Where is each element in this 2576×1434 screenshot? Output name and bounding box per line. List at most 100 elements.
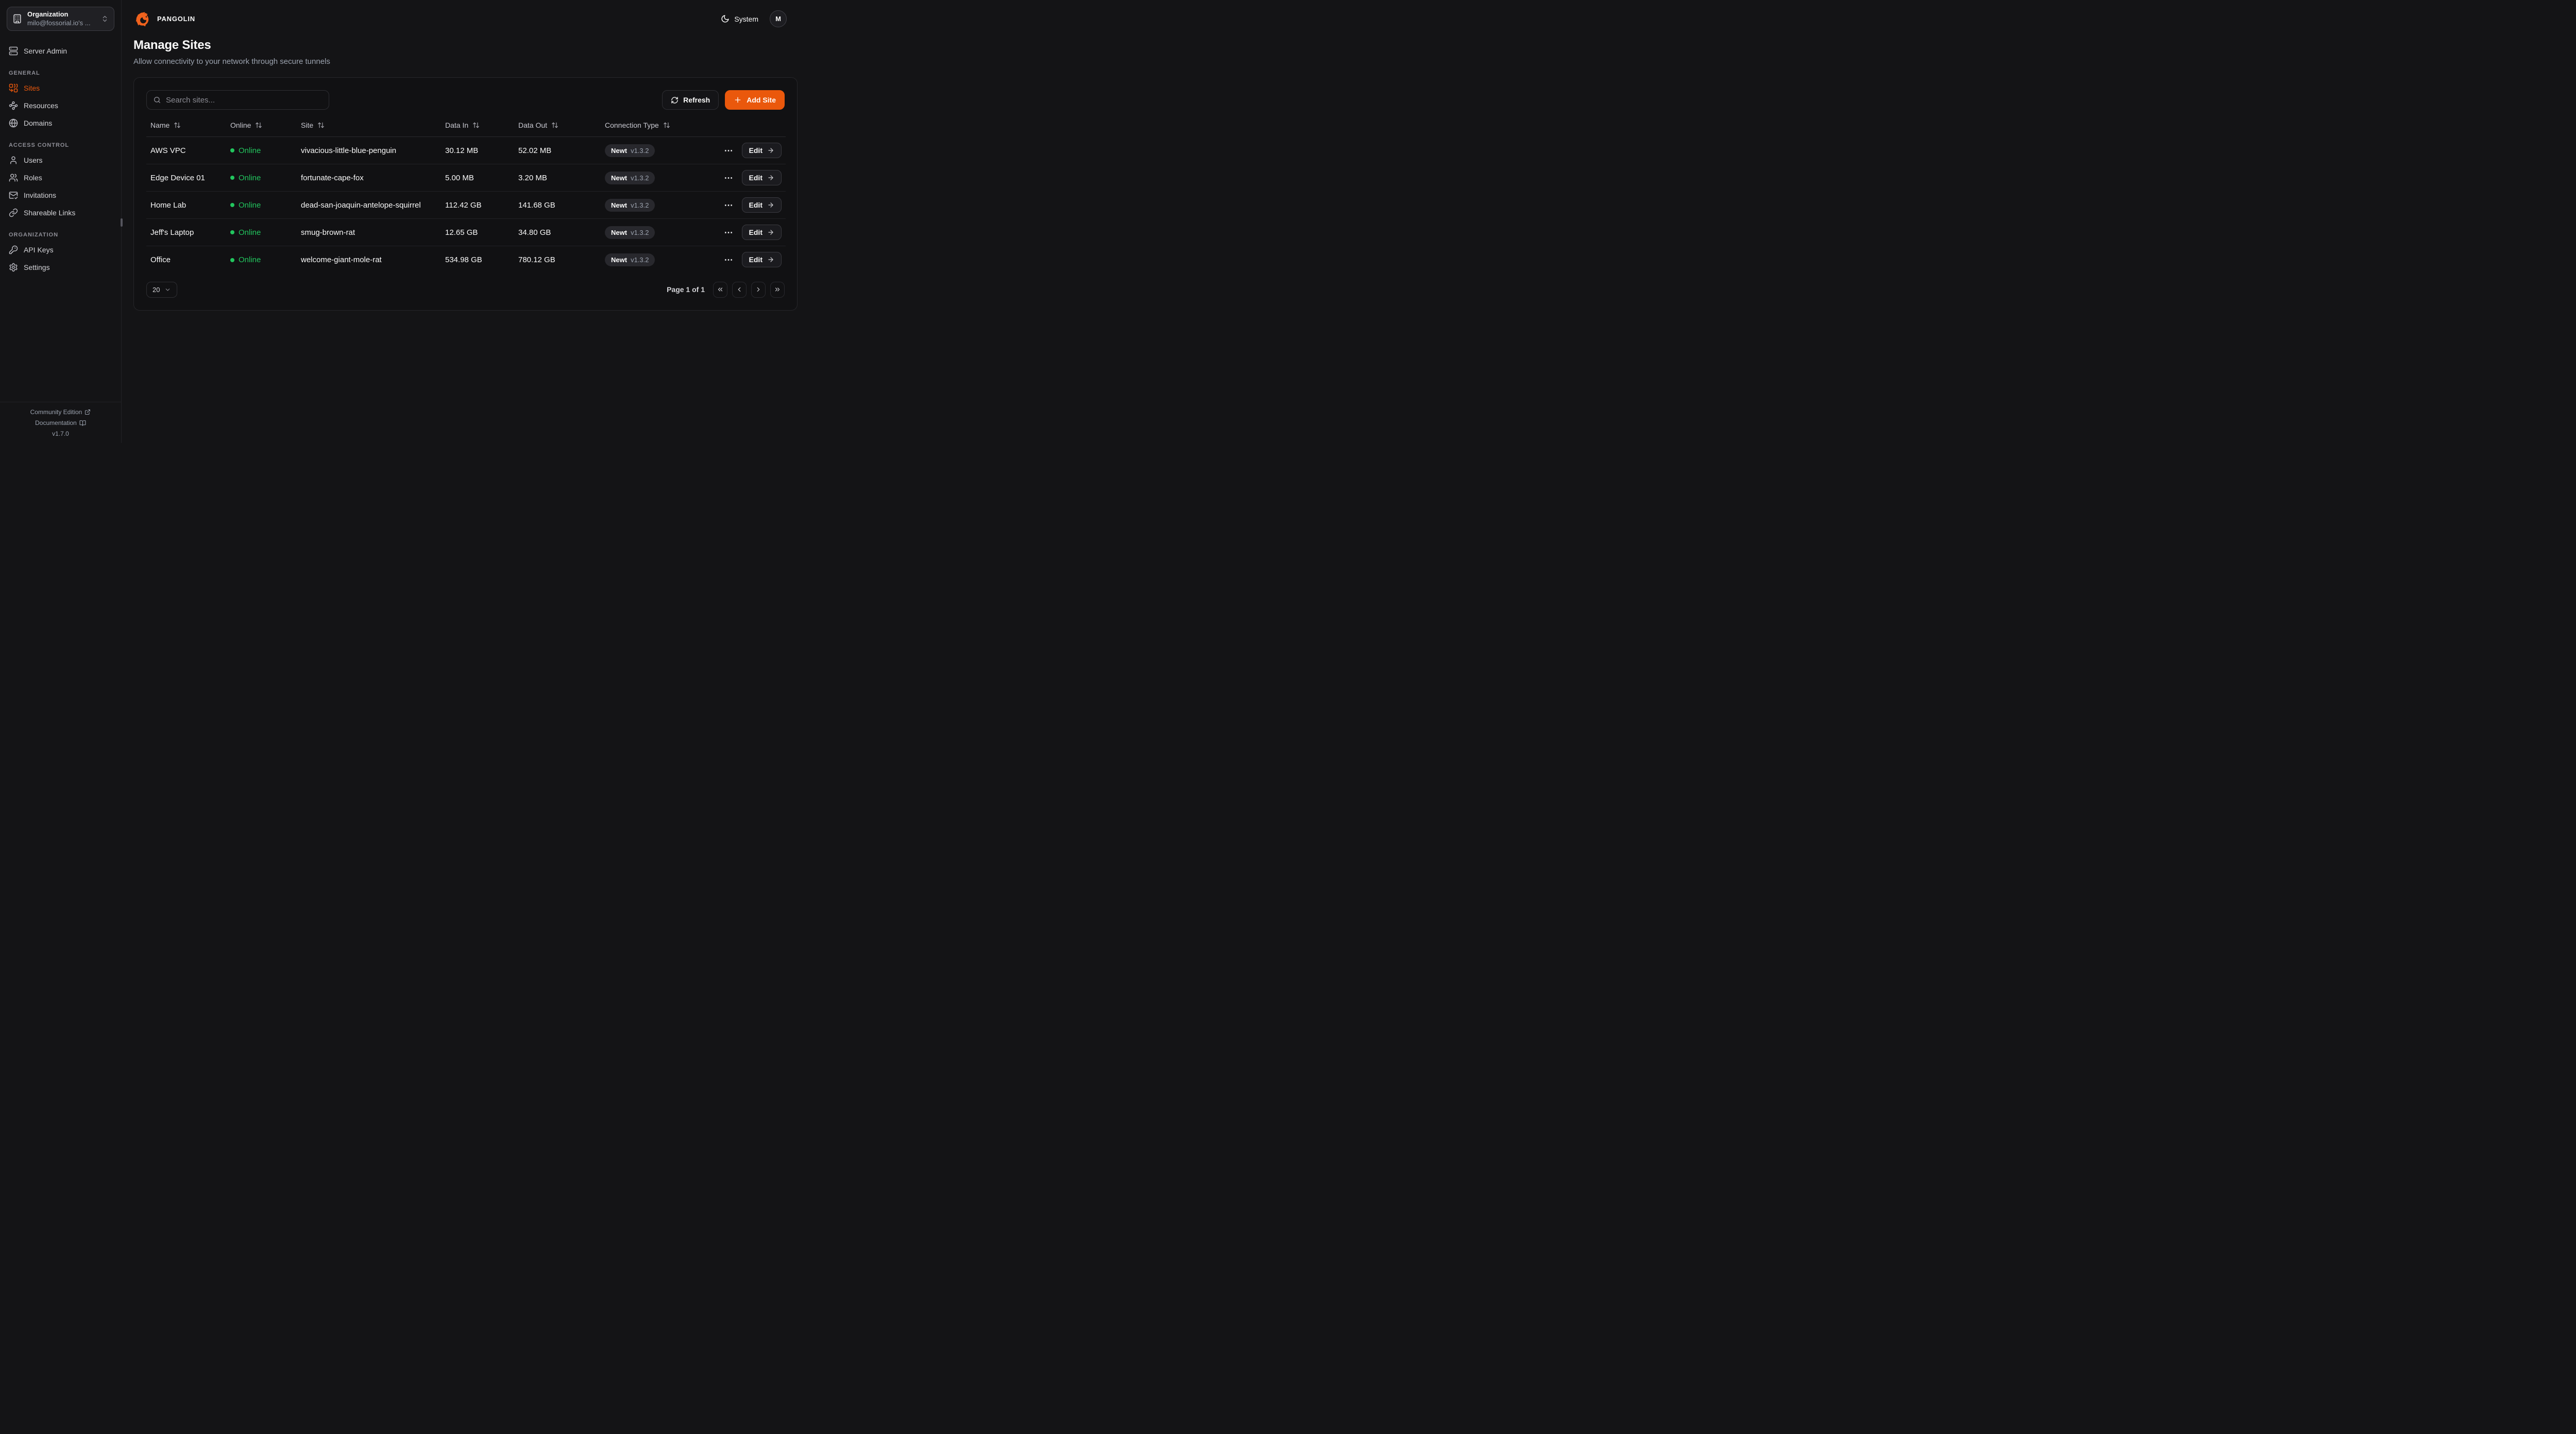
sort-online-button[interactable]: Online [230,121,262,129]
sidebar-resize-handle[interactable] [121,218,123,227]
status-badge: Online [230,201,261,210]
sidebar-item-label: Sites [24,84,40,92]
search-icon [153,96,161,104]
sort-icon [174,122,181,129]
edit-button[interactable]: Edit [741,197,782,213]
site-name-cell: Edge Device 01 [146,164,226,192]
book-open-icon [79,420,86,426]
status-badge: Online [230,146,261,155]
sort-data-in-button[interactable]: Data In [445,121,480,129]
row-menu-button[interactable]: ⋯ [723,144,735,157]
arrow-right-icon [767,201,774,209]
section-general: GENERAL [9,70,40,76]
sidebar-item-sites[interactable]: Sites [5,79,116,97]
data-in-cell: 5.00 MB [441,164,514,192]
sites-table: Name Online Site Data In Data Out Connec… [146,116,786,274]
chevrons-up-down-icon [101,15,109,23]
brand-name: PANGOLIN [157,15,195,23]
sidebar-item-roles[interactable]: Roles [5,169,116,186]
table-row: Office Online welcome-giant-mole-rat 534… [146,246,786,274]
sites-card: Refresh Add Site [133,77,798,311]
community-edition-link[interactable]: Community Edition [30,408,91,416]
arrow-right-icon [767,229,774,236]
status-badge: Online [230,255,261,264]
online-dot-icon [230,148,234,153]
sidebar-item-users[interactable]: Users [5,151,116,169]
sidebar-item-resources[interactable]: Resources [5,97,116,114]
data-in-cell: 112.42 GB [441,191,514,219]
sort-site-button[interactable]: Site [301,121,325,129]
avatar[interactable]: M [770,10,787,27]
site-id-cell: vivacious-little-blue-penguin [297,136,441,164]
sort-connection-type-button[interactable]: Connection Type [605,121,670,129]
connection-type-badge: Newt v1.3.2 [605,171,655,184]
sidebar-item-label: Server Admin [24,47,67,55]
sidebar-item-invitations[interactable]: Invitations [5,186,116,204]
site-name-cell: AWS VPC [146,136,226,164]
arrow-right-icon [767,174,774,181]
row-menu-button[interactable]: ⋯ [723,199,735,212]
add-site-button[interactable]: Add Site [725,90,785,110]
sidebar-item-shareable-links[interactable]: Shareable Links [5,204,116,221]
sidebar-item-server-admin[interactable]: Server Admin [5,42,116,60]
sidebar: Organization milo@fossorial.io's ... Ser… [0,0,123,443]
edit-button[interactable]: Edit [741,143,782,158]
refresh-icon [671,96,679,104]
arrow-right-icon [767,256,774,263]
data-in-cell: 30.12 MB [441,136,514,164]
plus-icon [734,96,742,104]
search-input[interactable] [166,95,323,105]
sidebar-item-label: Roles [24,174,42,182]
previous-page-button[interactable] [732,281,747,298]
sidebar-item-label: API Keys [24,246,54,254]
site-name-cell: Office [150,255,171,264]
site-id-cell: fortunate-cape-fox [297,164,441,192]
site-id-cell: welcome-giant-mole-rat [301,255,382,264]
chevron-right-icon [755,286,762,293]
next-page-button[interactable] [751,281,766,298]
sidebar-item-api-keys[interactable]: API Keys [5,241,116,259]
online-dot-icon [230,230,234,235]
page-info: Page 1 of 1 [667,285,705,294]
documentation-link[interactable]: Documentation [35,419,86,426]
row-menu-button[interactable]: ⋯ [723,172,735,184]
status-badge: Online [230,174,261,182]
link-icon [9,208,18,217]
page-size-select[interactable]: 20 [146,281,178,298]
table-row: Home Lab Online dead-san-joaquin-antelop… [146,191,786,219]
row-menu-button[interactable]: ⋯ [723,226,735,239]
edit-button[interactable]: Edit [741,252,782,268]
theme-toggle-button[interactable]: System [721,14,758,23]
row-menu-button[interactable]: ⋯ [723,253,735,266]
gear-icon [9,263,18,272]
first-page-button[interactable] [713,281,727,298]
table-header-row: Name Online Site Data In Data Out Connec… [146,116,786,137]
data-in-cell: 534.98 GB [445,255,482,264]
data-out-cell: 3.20 MB [514,164,601,192]
app-window: Organization milo@fossorial.io's ... Ser… [0,0,808,443]
sort-icon [551,122,558,129]
edit-button[interactable]: Edit [741,225,782,240]
site-id-cell: dead-san-joaquin-antelope-squirrel [297,191,441,219]
section-organization: ORGANIZATION [9,232,59,238]
sidebar-item-label: Domains [24,119,53,127]
data-out-cell: 141.68 GB [514,191,601,219]
sort-name-button[interactable]: Name [150,121,181,129]
edit-button[interactable]: Edit [741,170,782,185]
sort-data-out-button[interactable]: Data Out [518,121,558,129]
sidebar-footer: Community Edition Documentation v1.7.0 [0,402,121,443]
search-sites-box [146,90,329,110]
chevron-left-icon [736,286,743,293]
last-page-button[interactable] [770,281,785,298]
page-title: Manage Sites [133,38,211,52]
sidebar-item-domains[interactable]: Domains [5,114,116,132]
refresh-button[interactable]: Refresh [662,90,719,110]
org-selector[interactable]: Organization milo@fossorial.io's ... [7,7,114,31]
sort-icon [317,122,325,129]
table-row: AWS VPC Online vivacious-little-blue-pen… [146,136,786,164]
users-icon [9,173,18,182]
table-row: Edge Device 01 Online fortunate-cape-fox… [146,164,786,192]
sidebar-item-settings[interactable]: Settings [5,259,116,276]
connection-type-badge: Newt v1.3.2 [605,144,655,157]
table-row: Jeff's Laptop Online smug-brown-rat 12.6… [146,218,786,246]
